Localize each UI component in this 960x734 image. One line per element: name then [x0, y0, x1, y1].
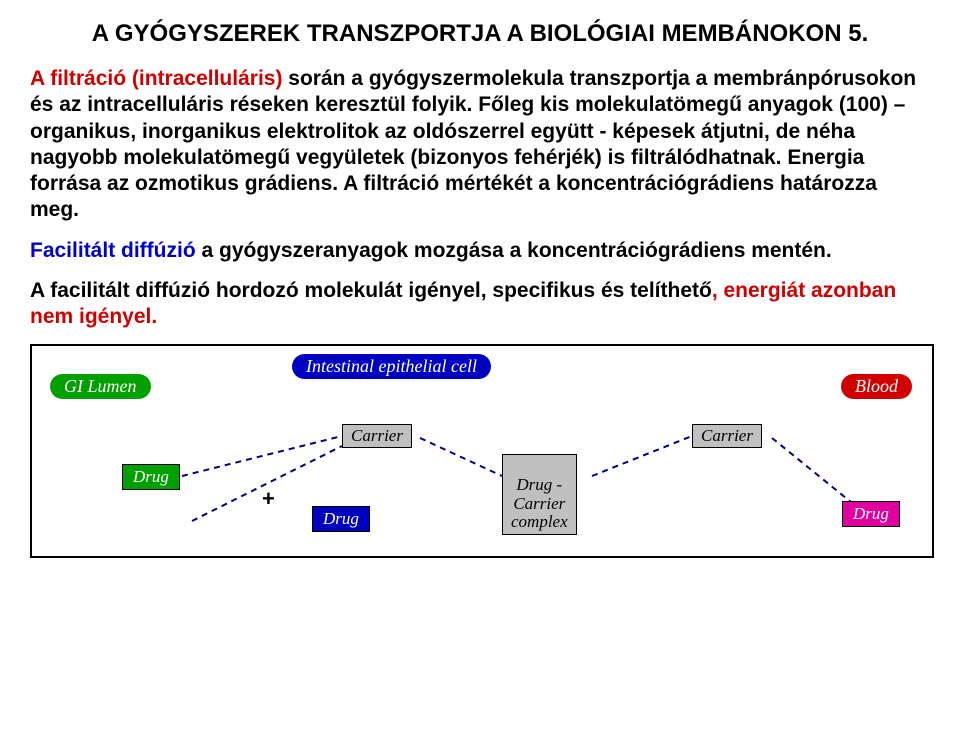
blood-label: Blood [855, 376, 898, 397]
drug-box-gi: Drug [122, 464, 180, 490]
filtration-term: A filtráció (intracelluláris) [30, 67, 282, 90]
epithelial-label: Intestinal epithelial cell [306, 356, 477, 377]
drug-label-gi: Drug [133, 467, 169, 486]
carrier-body-a: A facilitált diffúzió hordozó molekulát … [30, 279, 712, 302]
blood-pill: Blood [841, 374, 912, 399]
plus-icon: + [262, 486, 275, 512]
paragraph-carrier: A facilitált diffúzió hordozó molekulát … [30, 278, 930, 331]
gi-lumen-label: GI Lumen [64, 376, 137, 397]
page-title: A GYÓGYSZEREK TRANSZPORTJA A BIOLÓGIAI M… [30, 20, 930, 48]
facilitated-body: a gyógyszeranyagok mozgása a koncentráci… [196, 239, 832, 262]
drug-label-cell: Drug [323, 509, 359, 528]
complex-label: Drug - Carrier complex [511, 475, 568, 531]
epithelial-cell-pill: Intestinal epithelial cell [292, 354, 491, 379]
carrier-box-1: Carrier [342, 424, 412, 448]
filtration-body: során a gyógyszermolekula transzportja a… [30, 67, 916, 221]
transport-diagram: GI Lumen Intestinal epithelial cell Bloo… [30, 344, 934, 558]
drug-label-blood: Drug [853, 504, 889, 523]
gi-lumen-pill: GI Lumen [50, 374, 151, 399]
paragraph-filtration: A filtráció (intracelluláris) során a gy… [30, 66, 930, 224]
carrier-box-2: Carrier [692, 424, 762, 448]
carrier-label-1: Carrier [351, 426, 403, 445]
carrier-label-2: Carrier [701, 426, 753, 445]
drug-box-blood: Drug [842, 501, 900, 527]
facilitated-term: Facilitált diffúzió [30, 239, 196, 262]
drug-carrier-complex-box: Drug - Carrier complex [502, 454, 577, 535]
paragraph-facilitated: Facilitált diffúzió a gyógyszeranyagok m… [30, 238, 930, 264]
drug-box-cell: Drug [312, 506, 370, 532]
